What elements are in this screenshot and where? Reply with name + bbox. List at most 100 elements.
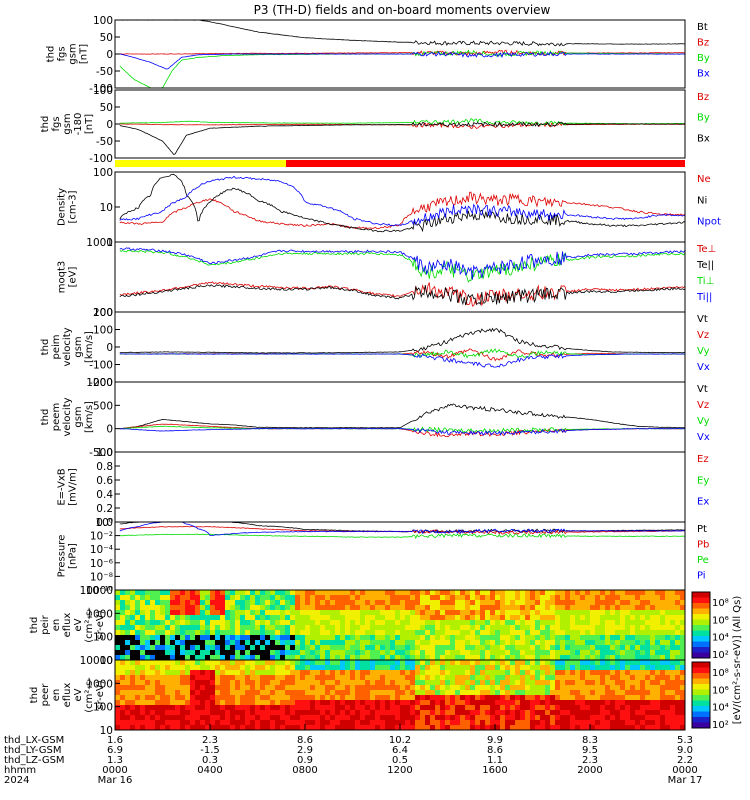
heatmap-cell xyxy=(245,620,251,626)
heatmap-cell xyxy=(630,620,636,626)
heatmap-cell xyxy=(490,640,496,646)
heatmap-cell xyxy=(425,640,431,646)
heatmap-cell xyxy=(635,650,641,656)
heatmap-cell xyxy=(320,685,326,691)
heatmap-cell xyxy=(115,720,121,726)
heatmap-cell xyxy=(645,725,651,730)
heatmap-cell xyxy=(245,605,251,611)
heatmap-cell xyxy=(305,600,311,606)
heatmap-cell xyxy=(230,665,236,671)
heatmap-cell xyxy=(570,690,576,696)
heatmap-cell xyxy=(175,655,181,660)
heatmap-cell xyxy=(330,640,336,646)
heatmap-cell xyxy=(500,605,506,611)
heatmap-cell xyxy=(245,675,251,681)
heatmap-cell xyxy=(135,640,141,646)
heatmap-cell xyxy=(325,690,331,696)
heatmap-cell xyxy=(255,650,261,656)
heatmap-cell xyxy=(645,640,651,646)
heatmap-cell xyxy=(470,660,476,666)
heatmap-cell xyxy=(655,670,661,676)
heatmap-cell xyxy=(660,635,666,641)
heatmap-cell xyxy=(590,590,596,596)
heatmap-cell xyxy=(440,670,446,676)
heatmap-cell xyxy=(605,720,611,726)
heatmap-cell xyxy=(325,705,331,711)
heatmap-cell xyxy=(635,710,641,716)
heatmap-cell xyxy=(600,605,606,611)
heatmap-cell xyxy=(270,610,276,616)
heatmap-cell xyxy=(205,590,211,596)
heatmap-cell xyxy=(180,595,186,601)
heatmap-cell xyxy=(245,650,251,656)
heatmap-cell xyxy=(280,655,286,660)
heatmap-cell xyxy=(140,680,146,686)
heatmap-cell xyxy=(575,620,581,626)
heatmap-cell xyxy=(165,635,171,641)
heatmap-cell xyxy=(525,630,531,636)
heatmap-cell xyxy=(375,630,381,636)
heatmap-cell xyxy=(415,630,421,636)
heatmap-cell xyxy=(620,600,626,606)
heatmap-cell xyxy=(680,640,685,646)
heatmap-cell xyxy=(560,635,566,641)
heatmap-cell xyxy=(635,685,641,691)
heatmap-cell xyxy=(165,715,171,721)
heatmap-cell xyxy=(340,620,346,626)
heatmap-cell xyxy=(480,715,486,721)
heatmap-cell xyxy=(245,660,251,666)
heatmap-cell xyxy=(430,600,436,606)
heatmap-cell xyxy=(555,705,561,711)
heatmap-cell xyxy=(665,715,671,721)
heatmap-cell xyxy=(280,600,286,606)
heatmap-cell xyxy=(175,685,181,691)
heatmap-cell xyxy=(405,595,411,601)
heatmap-cell xyxy=(595,645,601,651)
heatmap-cell xyxy=(390,685,396,691)
heatmap-cell xyxy=(605,705,611,711)
heatmap-cell xyxy=(290,675,296,681)
heatmap-cell xyxy=(230,680,236,686)
heatmap-cell xyxy=(240,705,246,711)
heatmap-cell xyxy=(470,675,476,681)
heatmap-cell xyxy=(125,615,131,621)
heatmap-cell xyxy=(315,625,321,631)
heatmap-cell xyxy=(375,670,381,676)
legend-Ti||: Ti|| xyxy=(696,292,712,303)
heatmap-cell xyxy=(565,690,571,696)
heatmap-cell xyxy=(680,710,685,716)
heatmap-cell xyxy=(290,620,296,626)
heatmap-cell xyxy=(130,640,136,646)
heatmap-cell xyxy=(450,645,456,651)
colorbar-tick: 10⁸ xyxy=(712,598,729,609)
heatmap-cell xyxy=(270,700,276,706)
heatmap-cell xyxy=(560,615,566,621)
heatmap-cell xyxy=(195,675,201,681)
heatmap-cell xyxy=(255,615,261,621)
heatmap-cell xyxy=(205,645,211,651)
heatmap-cell xyxy=(150,625,156,631)
heatmap-cell xyxy=(375,615,381,621)
heatmap-cell xyxy=(155,590,161,596)
heatmap-cell xyxy=(180,695,186,701)
heatmap-cell xyxy=(255,670,261,676)
heatmap-cell xyxy=(500,645,506,651)
heatmap-cell xyxy=(640,685,646,691)
heatmap-cell xyxy=(555,605,561,611)
heatmap-cell xyxy=(465,605,471,611)
heatmap-cell xyxy=(485,710,491,716)
heatmap-cell xyxy=(370,625,376,631)
ylabel-line: (cm²-s- xyxy=(84,677,95,713)
heatmap-cell xyxy=(125,695,131,701)
heatmap-cell xyxy=(610,725,616,730)
heatmap-cell xyxy=(325,625,331,631)
heatmap-cell xyxy=(370,640,376,646)
heatmap-cell xyxy=(490,630,496,636)
heatmap-cell xyxy=(440,645,446,651)
heatmap-cell xyxy=(550,680,556,686)
heatmap-cell xyxy=(290,630,296,636)
heatmap-cell xyxy=(680,650,685,656)
heatmap-cell xyxy=(360,680,366,686)
heatmap-cell xyxy=(485,675,491,681)
heatmap-cell xyxy=(235,665,241,671)
